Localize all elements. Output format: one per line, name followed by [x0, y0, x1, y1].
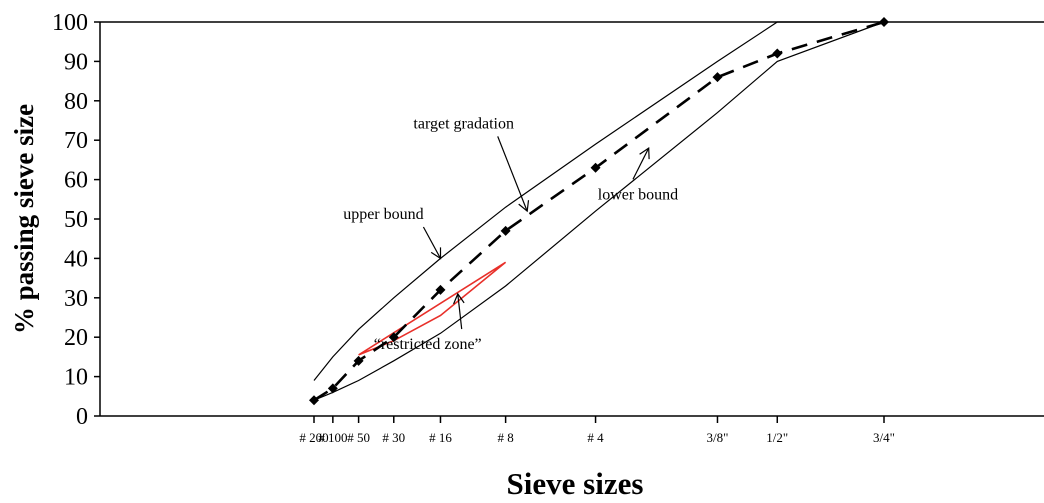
annotation-leader-upper: [422, 226, 442, 259]
series-line-target: [313, 20, 885, 402]
x-tick-label: # 8: [497, 430, 513, 445]
x-tick-label: # 4: [587, 430, 604, 445]
annotation-upper: upper bound: [343, 206, 423, 223]
target-point-marker: [712, 72, 723, 83]
y-tick-label: 30: [64, 286, 88, 312]
y-tick-label: 50: [64, 207, 88, 233]
x-tick-label: 3/8": [707, 430, 729, 445]
y-tick-label: 60: [64, 168, 88, 194]
target-point-marker: [435, 284, 446, 295]
target-point-marker: [327, 383, 338, 394]
x-axis-label: Sieve sizes: [507, 466, 644, 501]
y-tick-label: 80: [64, 89, 88, 115]
annotation-arrowhead-upper: [430, 247, 442, 260]
target-point-marker: [500, 225, 511, 236]
y-tick-label: 70: [64, 128, 88, 154]
annotation-leader-lower: [632, 147, 650, 180]
y-axis-label: % passing sieve size: [9, 104, 39, 334]
y-tick-label: 100: [52, 10, 88, 36]
y-tick-label: 40: [64, 246, 88, 272]
y-tick-label: 20: [64, 325, 88, 351]
annotation-leader-restricted: [457, 293, 463, 330]
target-point-marker: [309, 395, 319, 406]
annotation-arrowhead-target: [518, 200, 530, 213]
y-tick-label: 0: [76, 404, 88, 430]
x-axis-ticks: # 200# 100 # 50 # 30 # 16 # 8 # 4 3/8" 1/2" 3/4": [299, 416, 895, 445]
x-tick-label: # 30: [382, 430, 405, 445]
x-tick-label: 1/2": [766, 430, 788, 445]
y-axis-ticks: 0 10 20 30 40 50 60 70 80 90 100: [52, 10, 100, 430]
annotation-restricted: “restricted zone”: [374, 336, 482, 353]
annotation-arrowhead-lower: [639, 146, 650, 160]
annotations: target gradation upper bound lower bound “r…: [343, 115, 678, 353]
target-point-marker: [353, 355, 364, 366]
x-tick-label: # 50: [347, 430, 370, 445]
target-point-marker: [388, 332, 399, 343]
target-point-marker: [590, 162, 601, 173]
series-line-upper: [313, 21, 884, 381]
x-tick-label: # 100: [318, 430, 347, 445]
annotation-arrowhead-restricted: [453, 292, 465, 305]
x-tick-label: 3/4": [873, 430, 895, 445]
target-point-marker: [772, 48, 783, 59]
series-layer: [309, 17, 889, 406]
y-tick-label: 10: [64, 365, 88, 391]
annotation-lower: lower bound: [598, 186, 678, 203]
annotation-leader-target: [497, 136, 528, 212]
series-line-lower: [313, 21, 885, 401]
annotation-target: target gradation: [413, 115, 514, 132]
y-tick-label: 90: [64, 49, 88, 75]
x-tick-label: # 200: [299, 430, 328, 445]
x-tick-label: # 16: [429, 430, 452, 445]
